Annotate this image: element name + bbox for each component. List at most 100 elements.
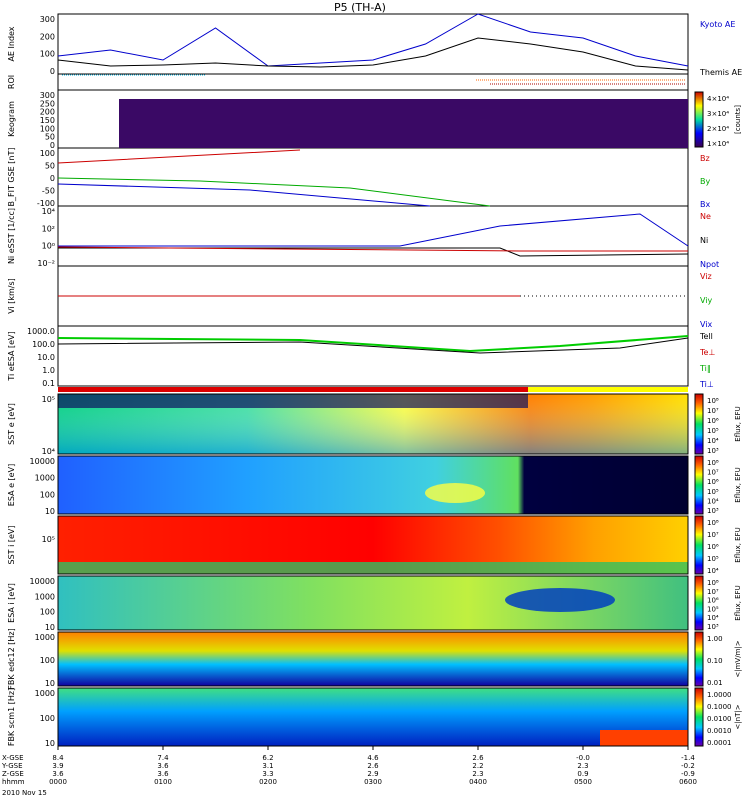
legend-density-0: Ne [700, 212, 711, 221]
velocity-ylabel: Vi [km/s] [7, 278, 16, 314]
sst-i-colorbar [694, 515, 704, 575]
b-field-ylabel: B_FIT GSE [nT] [7, 148, 16, 207]
fbk-e12-ytick-label: 100 [40, 656, 55, 665]
date-label: 2010 Nov 15 [2, 789, 47, 797]
te-trace [57, 337, 689, 354]
legend-velocity-0: Viz [700, 272, 712, 281]
keogram-colorbar-tick: 1×10⁴ [707, 140, 729, 148]
mode-bar-red [58, 387, 528, 392]
ephemeris-row-label: Y-GSE [1, 762, 23, 770]
ephemeris-row-label: X-GSE [2, 754, 24, 762]
esa-electron-ytick-label: 10 [45, 507, 55, 516]
legend-temperature-0: Tell [699, 332, 713, 341]
ae-series-1 [57, 37, 689, 71]
fbk-scm-ytick-label: 100 [40, 714, 55, 723]
sst-electron-colorbar-tick: 10⁷ [707, 407, 719, 415]
legend-velocity-2: Vix [700, 320, 713, 329]
fbk-scm-colorbar-tick: 1.0000 [707, 691, 732, 699]
sst-e-colorbar [694, 393, 704, 455]
b-field-ytick-label: 50 [45, 162, 55, 171]
esa-electron-spectrogram [57, 455, 689, 515]
b-field-ytick-label: -100 [37, 199, 55, 208]
sst-electron-colorbar-tick: 10⁴ [707, 437, 719, 445]
sst-electron-colorbar-tick: 10⁸ [707, 397, 719, 405]
fbk-scm-colorbar-tick: 0.0010 [707, 727, 732, 735]
x-tick-label: 3.3 [262, 770, 273, 778]
legend-b-field-2: Bx [700, 200, 710, 209]
keogram-ylabel: Keogram [7, 101, 16, 137]
bz-trace [57, 149, 301, 164]
temperature-ytick-label: 1.0 [42, 366, 55, 375]
x-tick-label: 2.6 [367, 762, 379, 770]
legend-velocity-1: Viy [700, 296, 713, 305]
esa-ion-ytick-label: 100 [40, 608, 55, 617]
legend-ae-index-1: Themis AE [699, 68, 742, 77]
temperature-panel-frame [57, 325, 689, 387]
bfield-panel-frame [57, 147, 689, 207]
keogram-ytick-label: 150 [40, 116, 55, 125]
x-tick-label: 2.2 [472, 762, 483, 770]
x-tick-label: 3.9 [52, 762, 63, 770]
keogram-colorbar [694, 91, 704, 148]
npot-trace [58, 213, 689, 247]
x-tick-label: -0.0 [576, 754, 590, 762]
ti-trace [57, 335, 689, 353]
esa-ion-ytick-label: 1000 [35, 592, 55, 601]
esa-electron-colorbar-label: Eflux, EFU [734, 467, 742, 502]
ae-series-0 [57, 13, 689, 67]
x-tick-label: 7.4 [157, 754, 169, 762]
ae-index-ytick-label: 100 [40, 50, 55, 59]
keogram-ytick-label: 200 [40, 108, 55, 117]
x-tick-label: -1.4 [681, 754, 695, 762]
temperature-ytick-label: 10.0 [37, 353, 55, 362]
esa-electron-ytick-label: 10000 [30, 457, 55, 466]
esa-ion-spectrogram [57, 575, 689, 631]
esa-ion-colorbar-tick: 10³ [707, 623, 719, 631]
keogram-colorbar-tick: 3×10⁴ [707, 110, 729, 118]
fbk-scm-spectrogram [57, 687, 689, 747]
sst-ion-ylabel: SST i [eV] [7, 526, 16, 565]
keogram-colorbar-tick: 2×10⁴ [707, 125, 729, 133]
ae-index-ylabel: AE Index [7, 26, 16, 61]
sst-electron-ylabel: SST e [eV] [7, 403, 16, 445]
density-ytick-label: 10⁻² [37, 259, 55, 268]
sst-ion-colorbar-tick: 10⁴ [707, 567, 719, 575]
x-tick-label: 0200 [259, 778, 277, 786]
temperature-ylabel: Ti eESA [eV] [7, 331, 16, 381]
density-ytick-label: 10⁴ [42, 207, 55, 216]
legend-temperature-3: Ti⊥ [699, 380, 714, 389]
x-tick-label: 0000 [49, 778, 67, 786]
esa-i-colorbar [694, 575, 704, 631]
ae-index-ytick-label: 300 [40, 15, 55, 24]
keogram-colorbar-tick: 4×10⁴ [707, 95, 729, 103]
esa-electron-colorbar-tick: 10⁶ [707, 478, 719, 486]
legend-temperature-1: Te⊥ [699, 348, 715, 357]
esa-electron-colorbar-tick: 10⁵ [707, 488, 719, 496]
fbk-e12-colorbar [694, 631, 704, 687]
esa-e-colorbar [694, 455, 704, 515]
x-tick-label: 6.2 [262, 754, 273, 762]
fbk-e12-colorbar-tick: 0.10 [707, 657, 723, 665]
sst-ion-ytick-label: 10⁵ [42, 535, 55, 544]
fbk-scm-colorbar-tick: 0.0001 [707, 739, 732, 747]
sst-electron-colorbar-tick: 10³ [707, 447, 719, 455]
esa-electron-colorbar-tick: 10³ [707, 507, 719, 515]
fbk-e12-ytick-label: 10 [45, 679, 55, 688]
x-tick-label: 8.4 [52, 754, 64, 762]
esa-electron-ytick-label: 100 [40, 490, 55, 499]
sst-ion-colorbar-tick: 10⁸ [707, 519, 719, 527]
fbk-e12-ylabel: FBK edc12 [Hz] [7, 628, 16, 689]
esa-electron-colorbar-tick: 10⁸ [707, 459, 719, 467]
by-trace [57, 177, 491, 207]
fbk-e12-spectrogram [57, 631, 689, 687]
sst-ion-colorbar-tick: 10⁷ [707, 531, 719, 539]
ae-index-ytick-label: 200 [40, 32, 55, 41]
bx-trace [57, 183, 431, 207]
x-tick-label: 2.3 [472, 770, 483, 778]
esa-ion-colorbar-tick: 10⁵ [707, 605, 719, 613]
x-tick-label: 2.3 [577, 762, 588, 770]
b-field-ytick-label: 0 [50, 174, 55, 183]
x-tick-label: 3.6 [157, 762, 169, 770]
fbk-scm-colorbar [694, 687, 704, 747]
x-tick-label: 4.6 [367, 754, 379, 762]
